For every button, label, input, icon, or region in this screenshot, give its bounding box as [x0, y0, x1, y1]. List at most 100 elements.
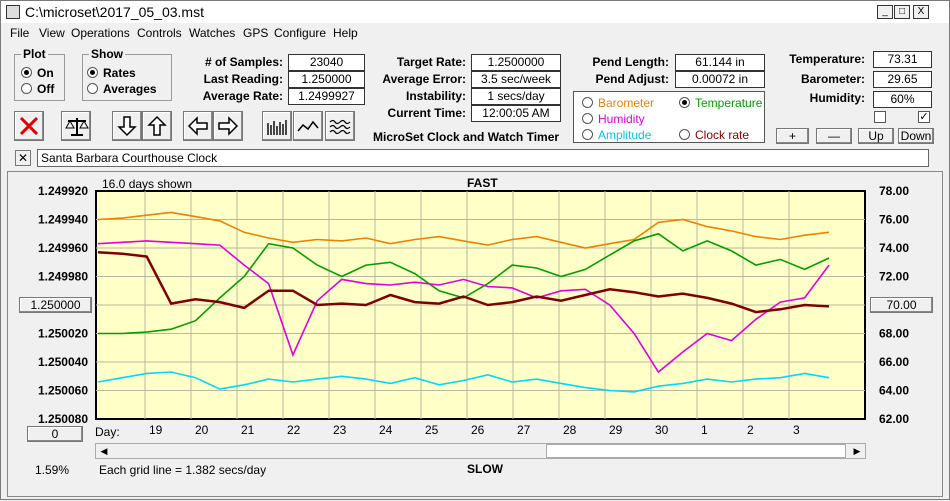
humidity-label: Humidity: [809, 91, 865, 105]
scroll-left-button[interactable] [183, 111, 213, 141]
left-axis-button[interactable]: 1.250000 [19, 297, 92, 313]
legend-clock-rate-label: Clock rate [695, 128, 750, 142]
radio-icon [679, 129, 690, 140]
plot-on-radio[interactable]: On [21, 66, 54, 80]
average-rate-label: Average Rate: [202, 89, 283, 103]
barometer-field: 29.65 [873, 71, 932, 88]
minus-button[interactable]: — [816, 128, 852, 144]
menu-operations[interactable]: Operations [71, 26, 130, 40]
scroll-right-arrow-icon[interactable]: ▶ [849, 444, 865, 458]
radio-icon [21, 83, 32, 94]
bars-view-button[interactable] [262, 111, 292, 141]
plot-group: Plot On Off [14, 47, 65, 101]
target-rate-field[interactable]: 1.2500000 [471, 54, 561, 71]
arrow-up-icon [147, 115, 167, 136]
plot-off-label: Off [37, 82, 55, 96]
rate-down-button[interactable] [112, 111, 142, 141]
day-label: Day: [95, 425, 120, 439]
legend-clock-rate[interactable]: Clock rate [679, 128, 749, 142]
scroll-right-button[interactable] [213, 111, 243, 141]
slow-label: SLOW [467, 462, 503, 476]
app-caption: MicroSet Clock and Watch Timer [373, 130, 560, 144]
menu-gps[interactable]: GPS [243, 26, 269, 40]
clock-name-field[interactable]: Santa Barbara Courthouse Clock [37, 149, 929, 167]
legend-humidity-label: Humidity [598, 112, 645, 126]
current-time-label: Current Time: [387, 106, 466, 120]
minimize-button[interactable]: _ [877, 5, 893, 19]
menu-watches[interactable]: Watches [189, 26, 236, 40]
show-averages-label: Averages [103, 82, 157, 96]
zigzag-view-button[interactable] [325, 111, 355, 141]
average-rate-field: 1.2499927 [288, 88, 365, 105]
chart-scrollbar[interactable]: ◀ ▶ [95, 443, 866, 459]
show-group-label: Show [89, 47, 125, 61]
pend-length-label: Pend Length: [592, 55, 669, 69]
maximize-button[interactable]: □ [894, 5, 910, 19]
temperature-label: Temperature: [789, 52, 865, 66]
down-button[interactable]: Down [898, 128, 934, 144]
pend-adjust-field: 0.00072 in [675, 71, 765, 88]
days-shown-label: 16.0 days shown [102, 177, 193, 191]
menu-help[interactable]: Help [333, 26, 358, 40]
legend-amplitude[interactable]: Amplitude [582, 128, 651, 142]
legend-barometer[interactable]: Barometer [582, 96, 654, 110]
grid-note-label: Each grid line = 1.382 secs/day [99, 463, 267, 477]
samples-field: 23040 [288, 54, 365, 71]
plot-group-label: Plot [21, 47, 48, 61]
radio-icon [679, 97, 690, 108]
up-button[interactable]: Up [858, 128, 894, 144]
wave-icon [297, 120, 319, 132]
arrow-down-icon [117, 116, 137, 137]
show-averages-radio[interactable]: Averages [87, 82, 157, 96]
balance-button[interactable] [61, 111, 91, 141]
chart-frame [7, 171, 943, 497]
current-time-field: 12:00:05 AM [471, 105, 561, 122]
scrollbar-thumb[interactable] [546, 444, 846, 458]
right-axis-button[interactable]: 70.00 [870, 297, 933, 313]
radio-icon [87, 83, 98, 94]
legend-temperature-label: Temperature [695, 96, 763, 110]
menu-view[interactable]: View [39, 26, 65, 40]
menu-file[interactable]: File [10, 26, 30, 40]
checkbox-left[interactable] [874, 111, 886, 123]
window-title: C:\microset\2017_05_03.mst [25, 4, 204, 20]
app-icon[interactable] [6, 5, 20, 19]
clear-name-button[interactable]: ✕ [15, 150, 31, 166]
plot-off-radio[interactable]: Off [21, 82, 54, 96]
scroll-left-arrow-icon[interactable]: ◀ [96, 444, 112, 458]
series-legend: Barometer Temperature Humidity Clock rat… [573, 91, 765, 143]
zigzag-icon [329, 119, 351, 135]
menu-configure[interactable]: Configure [274, 26, 327, 40]
stop-button[interactable] [14, 111, 44, 141]
plot-on-label: On [37, 66, 54, 80]
barometer-label: Barometer: [800, 72, 865, 86]
temperature-field: 73.31 [873, 51, 932, 68]
red-x-icon [19, 116, 39, 136]
pend-adjust-label: Pend Adjust: [595, 72, 669, 86]
fast-label: FAST [467, 176, 498, 190]
radio-icon [582, 97, 593, 108]
legend-temperature[interactable]: Temperature [679, 96, 762, 110]
last-reading-field: 1.250000 [288, 71, 365, 88]
checkbox-right[interactable]: ✓ [918, 111, 930, 123]
legend-amplitude-label: Amplitude [598, 128, 652, 142]
radio-icon [87, 67, 98, 78]
bars-icon [267, 120, 287, 135]
legend-humidity[interactable]: Humidity [582, 112, 645, 126]
rate-up-button[interactable] [142, 111, 172, 141]
balance-scale-icon [65, 118, 89, 136]
menu-bar: File View Operations Controls Watches GP… [1, 23, 949, 43]
zero-button[interactable]: 0 [27, 426, 83, 442]
close-button[interactable]: X [913, 5, 929, 19]
show-rates-label: Rates [103, 66, 136, 80]
target-rate-label: Target Rate: [396, 55, 466, 69]
legend-barometer-label: Barometer [598, 96, 655, 110]
wave-view-button[interactable] [293, 111, 323, 141]
last-reading-label: Last Reading: [203, 72, 283, 86]
plus-button[interactable]: + [776, 128, 809, 144]
show-rates-radio[interactable]: Rates [87, 66, 136, 80]
humidity-field: 60% [873, 91, 932, 108]
radio-icon [21, 67, 32, 78]
menu-controls[interactable]: Controls [137, 26, 182, 40]
title-bar: C:\microset\2017_05_03.mst _ □ X [1, 1, 949, 23]
